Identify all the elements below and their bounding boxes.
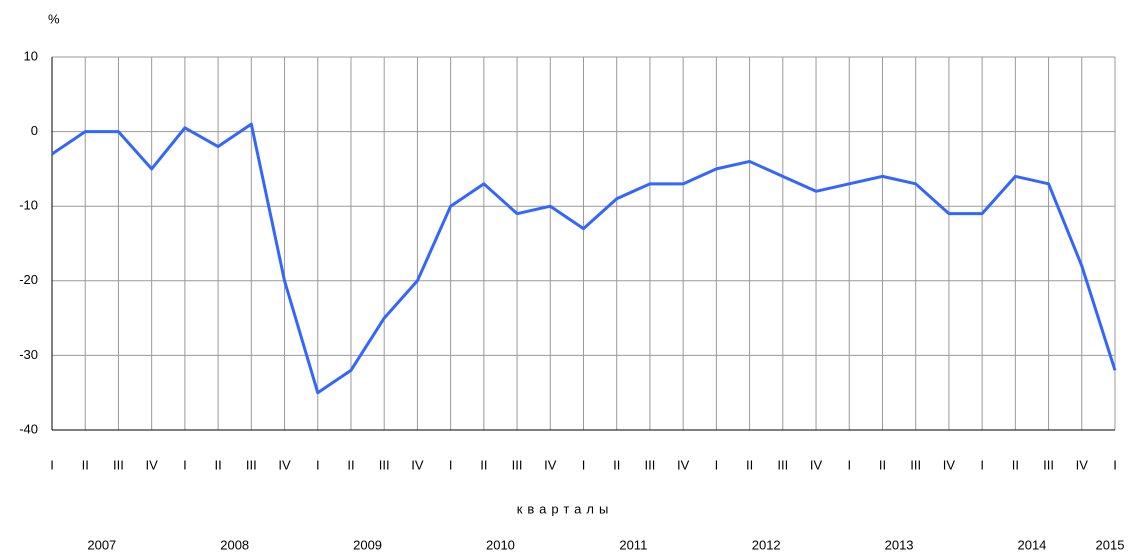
x-tick-label: II <box>746 457 753 472</box>
x-tick-label: II <box>347 457 354 472</box>
x-tick-label: III <box>379 457 390 472</box>
x-tick-label: II <box>82 457 89 472</box>
x-tick-label: IV <box>278 457 291 472</box>
x-tick-label: III <box>512 457 523 472</box>
x-tick-label: I <box>449 457 453 472</box>
year-label: 2008 <box>220 537 249 552</box>
x-tick-label: I <box>980 457 984 472</box>
year-label: 2007 <box>87 537 116 552</box>
x-tick-label: IV <box>810 457 823 472</box>
x-tick-label: I <box>316 457 320 472</box>
year-label: 2009 <box>353 537 382 552</box>
year-label: 2015 <box>1096 537 1125 552</box>
x-tick-label: III <box>113 457 124 472</box>
x-tick-label: II <box>480 457 487 472</box>
x-tick-label: IV <box>677 457 690 472</box>
x-tick-label: I <box>183 457 187 472</box>
x-tick-label: IV <box>544 457 557 472</box>
y-tick-label: -40 <box>19 421 38 436</box>
x-tick-label: II <box>879 457 886 472</box>
year-label: 2013 <box>885 537 914 552</box>
year-label: 2012 <box>752 537 781 552</box>
x-tick-label: IV <box>146 457 159 472</box>
x-tick-label: I <box>715 457 719 472</box>
x-tick-label: II <box>214 457 221 472</box>
x-tick-label: I <box>1113 457 1117 472</box>
y-tick-label: 0 <box>31 123 38 138</box>
year-label: 2014 <box>1017 537 1046 552</box>
x-tick-label: I <box>847 457 851 472</box>
y-tick-label: -30 <box>19 347 38 362</box>
x-tick-label: I <box>50 457 54 472</box>
x-tick-label: III <box>777 457 788 472</box>
x-tick-label: III <box>246 457 257 472</box>
y-tick-label: 10 <box>24 48 38 63</box>
x-tick-label: II <box>1012 457 1019 472</box>
year-label: 2011 <box>619 537 647 552</box>
x-tick-label: III <box>645 457 656 472</box>
x-tick-label: II <box>613 457 620 472</box>
x-tick-label: I <box>582 457 586 472</box>
y-tick-label: -10 <box>19 198 38 213</box>
x-tick-label: IV <box>411 457 424 472</box>
y-tick-label: -20 <box>19 272 38 287</box>
year-label: 2010 <box>486 537 515 552</box>
y-axis-label: % <box>48 11 60 26</box>
x-axis-label: кварталы <box>517 501 614 516</box>
x-tick-label: IV <box>1076 457 1089 472</box>
x-tick-label: III <box>1043 457 1054 472</box>
x-tick-label: III <box>910 457 921 472</box>
x-tick-label: IV <box>943 457 956 472</box>
line-series <box>51 122 1117 395</box>
